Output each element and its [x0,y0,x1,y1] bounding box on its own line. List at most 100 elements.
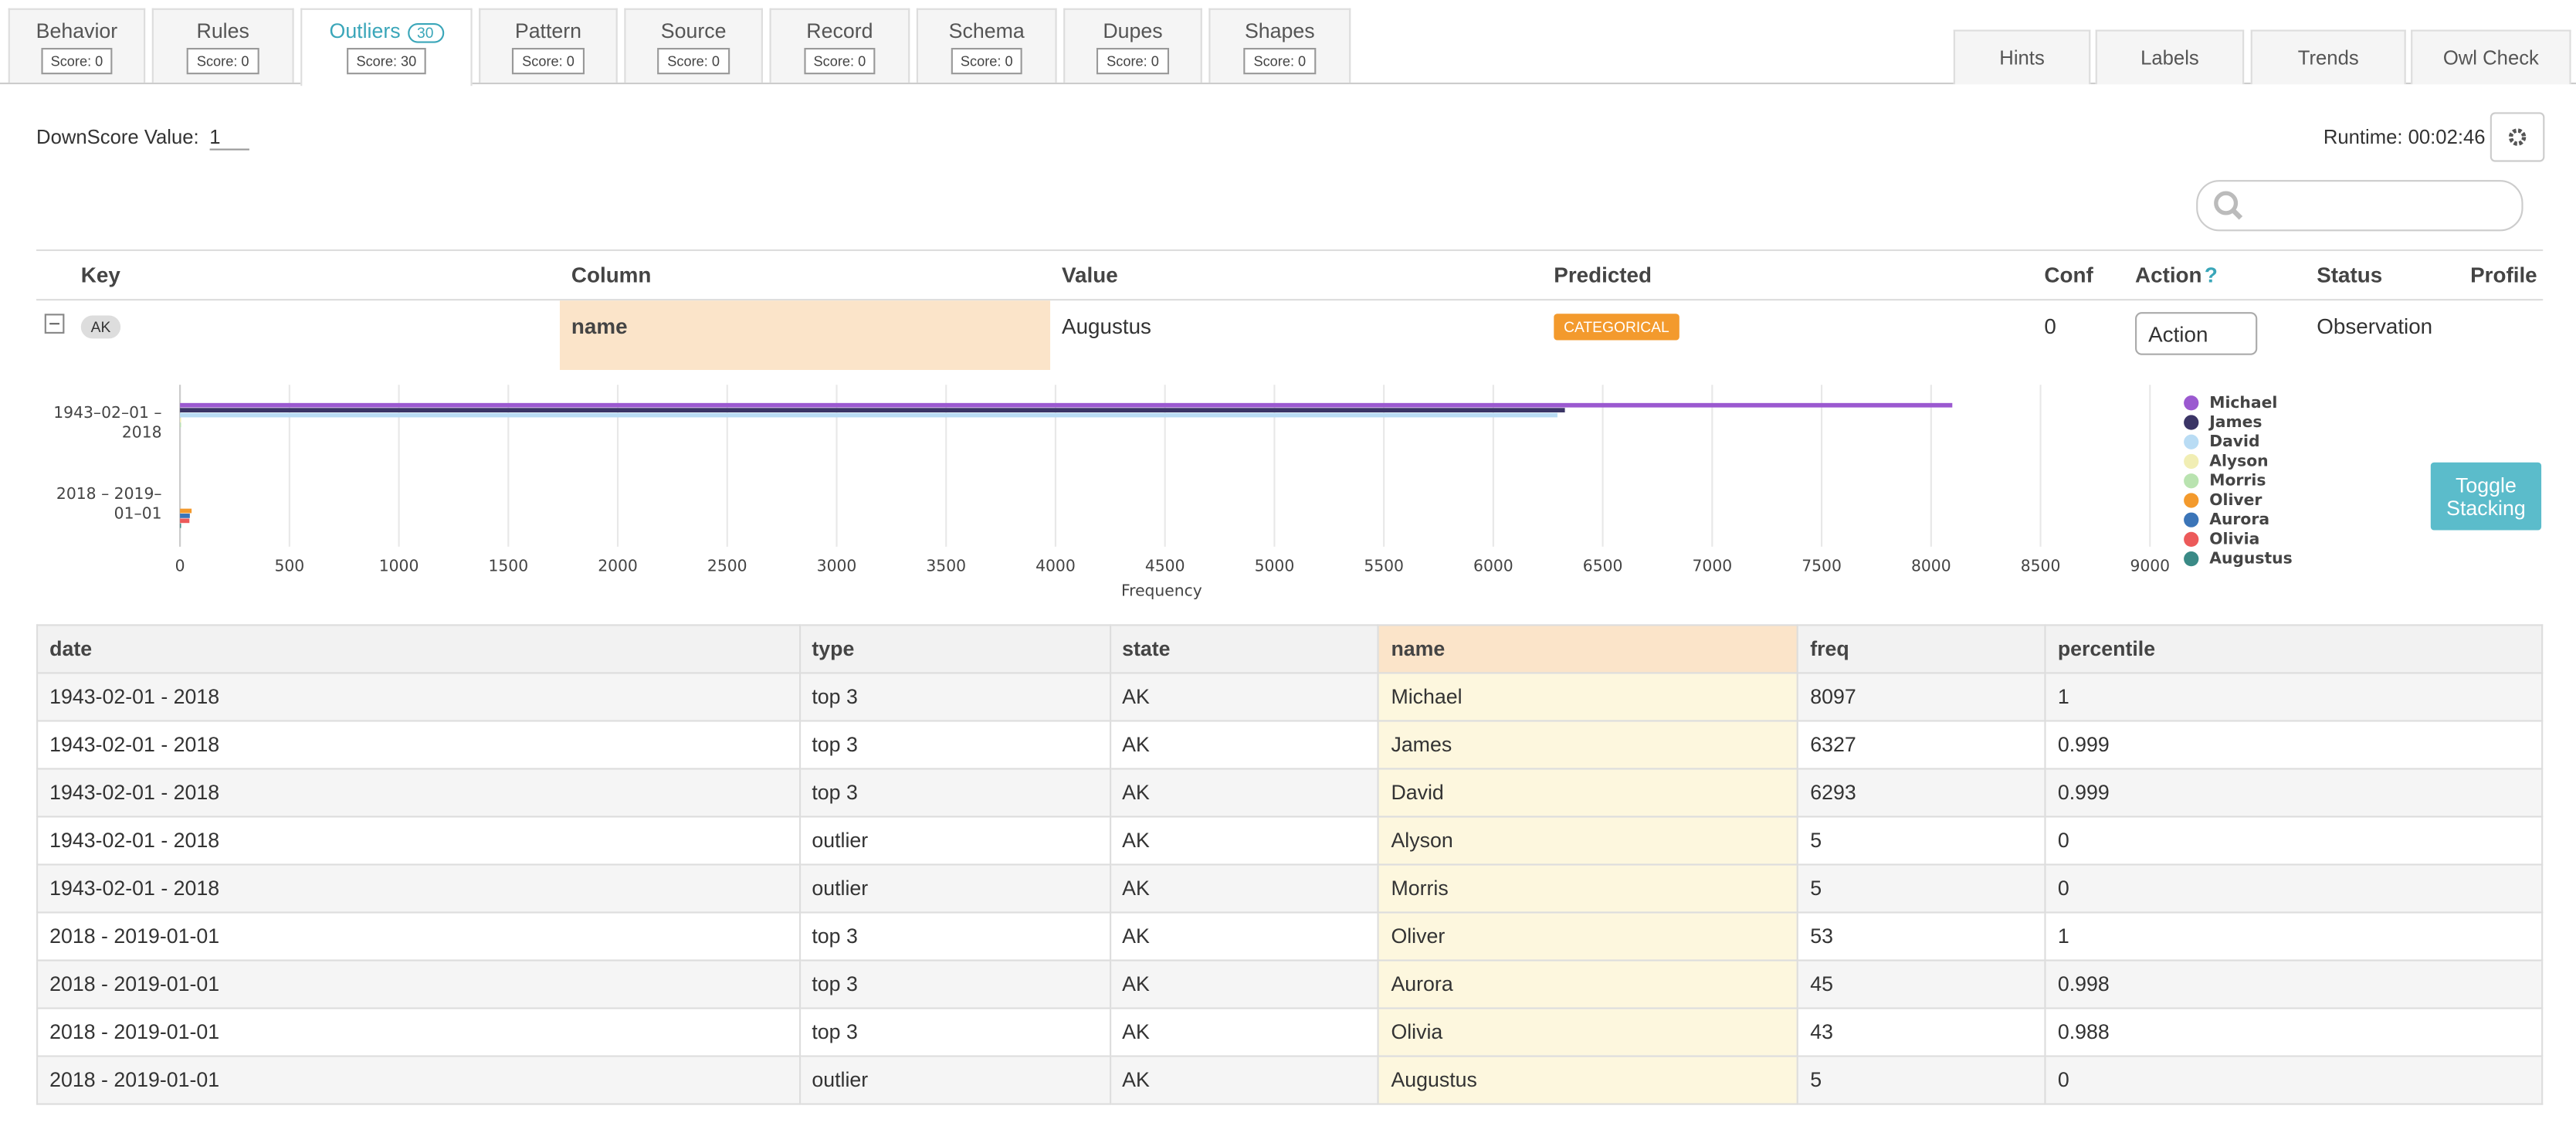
table-row: 1943-02-01 - 2018 top 3 AK Michael 8097 1 [36,672,2544,722]
action-select-label: Action [2148,321,2208,348]
x-tick-label: 500 [274,556,304,575]
header-cell: percentile [2044,624,2544,674]
column-header: Profile [2470,263,2537,288]
legend-label: Aurora [2209,510,2269,528]
legend-marker [2184,531,2199,548]
settings-button[interactable] [2490,112,2545,162]
toggle-stacking-button[interactable]: Toggle Stacking [2430,462,2542,531]
table-cell: outlier [798,816,1111,866]
x-tick-label: 5000 [1255,556,1295,575]
x-tick-label: 9000 [2130,556,2170,575]
table-cell: 2018 - 2019-01-01 [36,1055,801,1105]
search-box[interactable] [2196,180,2523,232]
tab[interactable]: Shapes Score: 0 [1208,8,1351,83]
toolbar-button[interactable]: Owl Check [2411,29,2571,85]
table-cell: James [1378,720,1799,770]
tab[interactable]: Pattern Score: 0 [479,8,618,83]
column-header: Action [2135,263,2202,288]
x-tick-label: 1500 [488,556,528,575]
tab-score: Score: 0 [951,48,1023,75]
tab[interactable]: Outliers 30 Score: 30 [300,8,473,86]
table-row: 1943-02-01 - 2018 outlier AK Morris 5 0 [36,863,2544,914]
legend-marker [2184,512,2199,527]
table-row: 1943-02-01 - 2018 top 3 AK David 6293 0.999 [36,768,2544,818]
tab-title: Rules [196,19,249,43]
header-cell: type [798,624,1111,674]
table-cell: AK [1109,816,1380,866]
table-cell: AK [1109,720,1380,770]
x-tick-label: 0 [175,556,185,575]
toolbar-button[interactable]: Hints [1953,29,2091,85]
downscore-input[interactable]: 1 [209,126,249,151]
column-cell [559,300,1051,371]
header-cell: date [36,624,801,674]
table-cell: 1 [2044,672,2544,722]
x-tick-label: 3500 [926,556,966,575]
tab[interactable]: Dupes Score: 0 [1063,8,1202,83]
help-icon[interactable]: ? [2204,263,2218,288]
table-cell: 0 [2044,1055,2544,1105]
column-header: Column [571,263,652,288]
x-tick-label: 2500 [707,556,747,575]
table-cell: AK [1109,1007,1380,1057]
status: Observation [2317,314,2433,339]
table-cell: 1943-02-01 - 2018 [36,768,801,818]
tab-label: Behavior [10,20,144,43]
table-cell: 1943-02-01 - 2018 [36,816,801,866]
toolbar-button[interactable]: Trends [2250,29,2406,85]
table-cell: David [1378,768,1799,818]
x-tick-label: 1000 [379,556,419,575]
downscore-label: DownScore Value: [36,125,199,149]
table-row: 2018 - 2019-01-01 outlier AK Augustus 5 0 [36,1055,2544,1105]
tab-label: Dupes [1065,20,1200,43]
table-cell: 45 [1797,959,2046,1009]
action-select[interactable]: Action [2135,312,2258,355]
downscore: DownScore Value: 1 [36,126,249,151]
x-tick-label: 8000 [1911,556,1951,575]
toolbar-button[interactable]: Labels [2095,29,2245,85]
legend-marker [2184,434,2199,449]
tab[interactable]: Schema Score: 0 [916,8,1057,83]
legend-label: Augustus [2209,549,2292,568]
legend-marker [2184,453,2199,470]
table-cell: top 3 [798,672,1111,722]
tab[interactable]: Behavior Score: 0 [8,8,146,83]
table-cell: 8097 [1797,672,2046,722]
column-header: Predicted [1554,263,1652,288]
header-cell: state [1109,624,1380,674]
table-cell: top 3 [798,768,1111,818]
table-cell: top 3 [798,1007,1111,1057]
table-cell: 0.999 [2044,720,2544,770]
legend-marker [2184,551,2199,567]
legend-marker [2184,473,2199,489]
tab[interactable]: Source Score: 0 [624,8,763,83]
tab-score: Score: 0 [512,48,585,75]
tab-score: Score: 0 [1243,48,1316,75]
bar [180,408,1565,413]
table-cell: top 3 [798,959,1111,1009]
table-cell: 2018 - 2019-01-01 [36,1007,801,1057]
tab-label: Schema [918,20,1055,43]
table-cell: 1943-02-01 - 2018 [36,672,801,722]
tab[interactable]: Record Score: 0 [769,8,910,83]
bar [180,418,181,422]
table-row: 1943-02-01 - 2018 outlier AK Alyson 5 0 [36,816,2544,866]
tab-title: Dupes [1103,19,1163,43]
table-cell: 6327 [1797,720,2046,770]
bar [180,422,181,428]
table-cell: Oliver [1378,911,1799,962]
table-row: 2018 - 2019-01-01 top 3 AK Aurora 45 0.998 [36,959,2544,1009]
bar [180,402,1953,408]
legend-label: Alyson [2209,451,2268,470]
table-cell: 53 [1797,911,2046,962]
tab-title: Record [806,19,873,43]
collapse-toggle[interactable] [44,314,65,334]
tab[interactable]: Rules Score: 0 [151,8,294,83]
tab-label: Record [771,20,908,43]
divider [36,299,2544,301]
table-cell: 0 [2044,863,2544,914]
tab-title: Source [660,19,727,43]
bar [180,412,1557,418]
table-cell: 2018 - 2019-01-01 [36,911,801,962]
